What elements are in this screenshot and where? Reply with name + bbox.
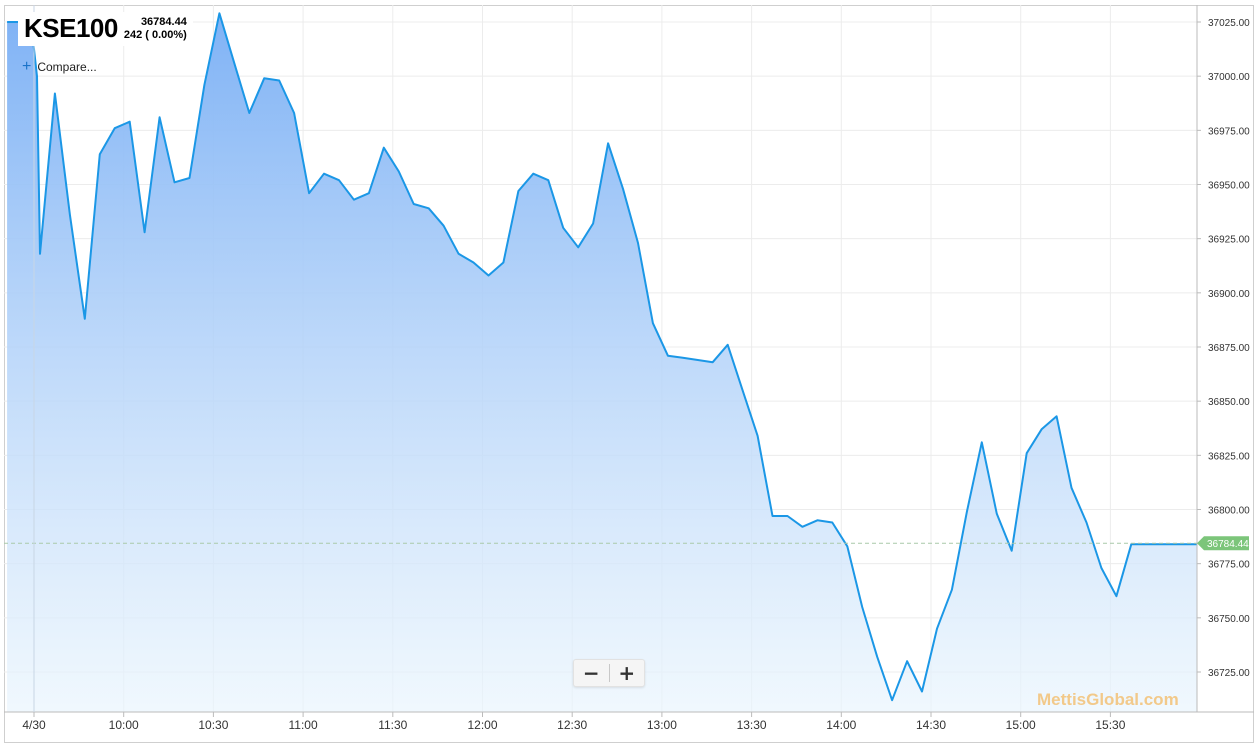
x-tick-label: 10:30 bbox=[198, 718, 228, 732]
y-tick-label: 36850.00 bbox=[1208, 397, 1250, 408]
compare-button[interactable]: + Compare... bbox=[22, 58, 97, 75]
x-tick-label: 10:00 bbox=[109, 718, 139, 732]
zoom-controls: − + bbox=[573, 659, 645, 687]
x-tick-label: 15:00 bbox=[1006, 718, 1036, 732]
watermark-logo: MettisGlobal.com bbox=[1037, 690, 1179, 709]
x-tick-label: 11:00 bbox=[289, 718, 318, 732]
zoom-out-button[interactable]: − bbox=[582, 661, 600, 685]
y-tick-label: 36975.00 bbox=[1208, 126, 1250, 137]
chart-svg: 37025.00 37000.00 36975.00 36950.00 36925.00… bbox=[4, 5, 1254, 743]
price-tag-label: 36784.44 bbox=[1207, 539, 1249, 550]
y-tick-label: 36800.00 bbox=[1208, 506, 1250, 517]
symbol-legend: KSE100 36784.44 242 ( 0.00%) bbox=[18, 12, 193, 46]
y-tick-label: 36925.00 bbox=[1208, 235, 1250, 246]
y-tick-label: 36725.00 bbox=[1208, 668, 1250, 679]
x-tick-label: 11:30 bbox=[378, 718, 407, 732]
y-tick-label: 36775.00 bbox=[1208, 560, 1250, 571]
y-tick-label: 37025.00 bbox=[1208, 18, 1250, 29]
price-change: 242 ( 0.00%) bbox=[123, 29, 187, 41]
series-line bbox=[7, 12, 1197, 702]
chart-area[interactable]: 37025.00 37000.00 36975.00 36950.00 36925.00… bbox=[4, 5, 1254, 743]
series-area bbox=[7, 13, 1198, 713]
y-tick-label: 36900.00 bbox=[1208, 289, 1250, 300]
price-tag bbox=[1197, 536, 1249, 551]
y-tick-label: 36825.00 bbox=[1208, 451, 1250, 462]
symbol-name: KSE100 bbox=[24, 13, 118, 43]
symbol-quote: 36784.44 242 ( 0.00%) bbox=[124, 13, 187, 42]
x-tick-label: 4/30 bbox=[22, 718, 46, 732]
x-tick-label: 12:30 bbox=[557, 718, 587, 732]
y-tick-label: 36950.00 bbox=[1208, 181, 1250, 192]
zoom-divider bbox=[608, 664, 610, 682]
x-tick-label: 14:00 bbox=[826, 718, 856, 732]
last-price: 36784.44 bbox=[140, 16, 187, 28]
y-tick-label: 37000.00 bbox=[1208, 72, 1250, 83]
x-tick-label: 14:30 bbox=[916, 718, 946, 732]
x-tick-label: 12:00 bbox=[467, 718, 497, 732]
plus-icon: + bbox=[22, 58, 32, 75]
y-tick-label: 36750.00 bbox=[1208, 614, 1250, 625]
x-tick-label: 15:30 bbox=[1095, 718, 1125, 732]
x-tick-label: 13:00 bbox=[647, 718, 677, 732]
y-tick-label: 36875.00 bbox=[1208, 343, 1250, 354]
x-tick-label: 13:30 bbox=[737, 718, 767, 732]
compare-label: Compare... bbox=[37, 60, 97, 74]
zoom-in-button[interactable]: + bbox=[618, 661, 636, 685]
